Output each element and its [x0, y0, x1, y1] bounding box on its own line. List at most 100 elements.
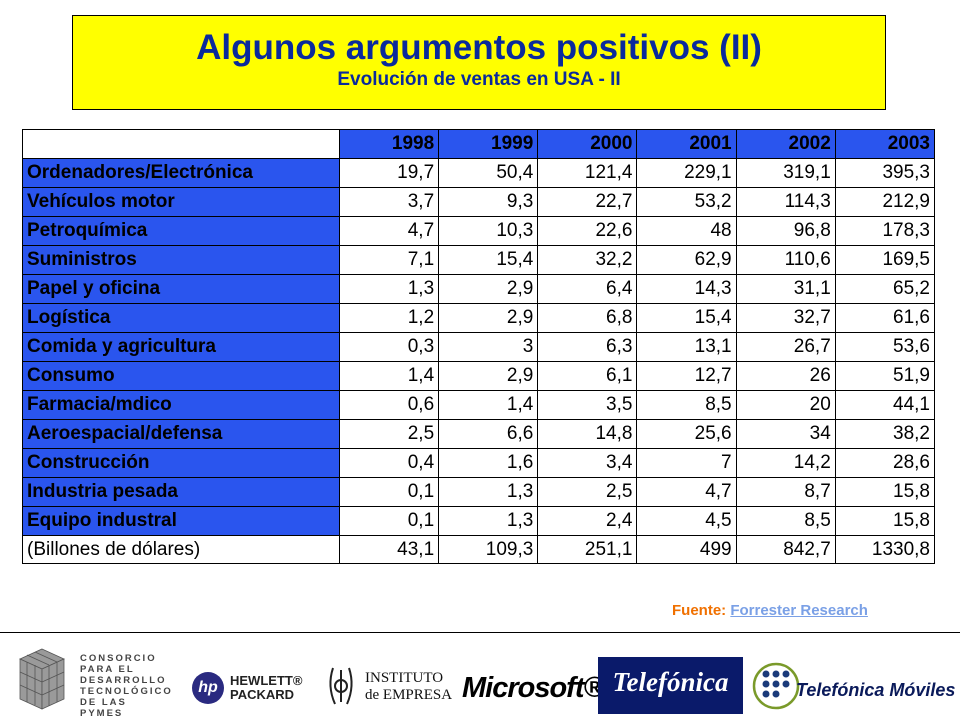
value-cell: 319,1 [735, 158, 836, 188]
value-cell: 114,3 [735, 187, 836, 217]
value-cell: 6,8 [537, 303, 638, 333]
row-label: Comida y agricultura [22, 332, 340, 362]
value-cell: 2,5 [338, 419, 440, 449]
hp-mark-icon: hp [192, 672, 224, 704]
value-cell: 212,9 [834, 187, 936, 217]
value-cell: 9,3 [438, 187, 539, 217]
value-cell: 6,6 [438, 419, 539, 449]
title-box: Algunos argumentos positivos (II) Evoluc… [72, 15, 886, 110]
table-corner-cell [22, 129, 340, 159]
value-cell: 6,1 [537, 361, 638, 391]
value-cell: 169,5 [834, 245, 936, 275]
table-row: Papel y oficina 1,3 2,9 6,4 14,3 31,1 65,2 [22, 274, 936, 304]
value-cell: 62,9 [636, 245, 737, 275]
value-cell: 32,2 [537, 245, 638, 275]
total-row: (Billones de dólares) 43,1 109,3 251,1 499 84… [22, 535, 936, 564]
value-cell: 3,7 [338, 187, 440, 217]
value-cell: 8,7 [735, 477, 836, 507]
dot-grid-icon [752, 662, 800, 710]
value-cell: 3,5 [537, 390, 638, 420]
value-cell: 229,1 [636, 158, 737, 188]
value-cell: 65,2 [834, 274, 936, 304]
table-row: Aeroespacial/defensa 2,5 6,6 14,8 25,6 34 38,2 [22, 419, 936, 449]
value-cell: 2,9 [438, 274, 539, 304]
page-title: Algunos argumentos positivos (II) [196, 28, 762, 67]
value-cell: 2,9 [438, 303, 539, 333]
value-cell: 0,3 [338, 332, 440, 362]
value-cell: 26,7 [735, 332, 836, 362]
value-cell: 4,7 [338, 216, 440, 246]
value-cell: 121,4 [537, 158, 638, 188]
value-cell: 34 [735, 419, 836, 449]
value-cell: 0,4 [338, 448, 440, 478]
row-label: Suministros [22, 245, 340, 275]
value-cell: 44,1 [834, 390, 936, 420]
value-cell: 14,8 [537, 419, 638, 449]
consorcio-text: CONSORCIO PARA EL DESARROLLO TECNOLÓGICO… [80, 653, 173, 719]
value-cell: 110,6 [735, 245, 836, 275]
value-cell: 50,4 [438, 158, 539, 188]
year-header: 1998 [338, 129, 440, 159]
row-label: (Billones de dólares) [22, 535, 340, 564]
row-label: Farmacia/mdico [22, 390, 340, 420]
source-note: Fuente: Forrester Research [672, 602, 868, 619]
laurel-crest-icon [329, 667, 353, 705]
value-cell: 15,8 [834, 506, 936, 536]
table-row: Consumo 1,4 2,9 6,1 12,7 26 51,9 [22, 361, 936, 391]
value-cell: 8,5 [735, 506, 836, 536]
telefonica-moviles-logo: Telefónica Móviles [752, 658, 957, 714]
value-cell: 53,6 [834, 332, 936, 362]
value-cell: 6,4 [537, 274, 638, 304]
value-cell: 22,6 [537, 216, 638, 246]
telefonica-text: Telefónica [612, 667, 729, 697]
year-header: 2003 [834, 129, 936, 159]
table-row: Petroquímica 4,7 10,3 22,6 48 96,8 178,3 [22, 216, 936, 246]
value-cell: 51,9 [834, 361, 936, 391]
instituto-empresa-text: INSTITUTO de EMPRESA [365, 670, 453, 703]
sales-table: 1998 1999 2000 2001 2002 2003 Ordenadore… [22, 129, 936, 564]
value-cell: 25,6 [636, 419, 737, 449]
value-cell: 1,4 [438, 390, 539, 420]
value-cell: 0,1 [338, 477, 440, 507]
table-header-row: 1998 1999 2000 2001 2002 2003 [22, 129, 936, 159]
year-header: 2000 [537, 129, 638, 159]
value-cell: 4,5 [636, 506, 737, 536]
value-cell: 53,2 [636, 187, 737, 217]
value-cell: 395,3 [834, 158, 936, 188]
value-cell: 7,1 [338, 245, 440, 275]
value-cell: 251,1 [537, 535, 638, 564]
value-cell: 1330,8 [834, 535, 936, 564]
value-cell: 14,2 [735, 448, 836, 478]
value-cell: 15,8 [834, 477, 936, 507]
hp-logo: hp HEWLETT® PACKARD [192, 672, 322, 704]
value-cell: 22,7 [537, 187, 638, 217]
row-label: Construcción [22, 448, 340, 478]
value-cell: 1,3 [438, 506, 539, 536]
row-label: Equipo industral [22, 506, 340, 536]
year-header: 2002 [735, 129, 836, 159]
value-cell: 2,4 [537, 506, 638, 536]
value-cell: 4,7 [636, 477, 737, 507]
source-link[interactable]: Forrester Research [730, 602, 868, 619]
row-label: Industria pesada [22, 477, 340, 507]
hp-text: HEWLETT® PACKARD [230, 673, 303, 702]
year-header: 2001 [636, 129, 737, 159]
table-row: Construcción 0,4 1,6 3,4 7 14,2 28,6 [22, 448, 936, 478]
footer-divider [0, 632, 960, 633]
value-cell: 0,1 [338, 506, 440, 536]
row-label: Petroquímica [22, 216, 340, 246]
value-cell: 7 [636, 448, 737, 478]
value-cell: 842,7 [735, 535, 836, 564]
page-subtitle: Evolución de ventas en USA - II [337, 69, 621, 90]
value-cell: 3,4 [537, 448, 638, 478]
value-cell: 20 [735, 390, 836, 420]
table-row: Comida y agricultura 0,3 3 6,3 13,1 26,7 53,6 [22, 332, 936, 362]
value-cell: 96,8 [735, 216, 836, 246]
value-cell: 178,3 [834, 216, 936, 246]
row-label: Ordenadores/Electrónica [22, 158, 340, 188]
value-cell: 3 [438, 332, 539, 362]
consorcio-logo: CONSORCIO PARA EL DESARROLLO TECNOLÓGICO… [10, 645, 173, 719]
value-cell: 26 [735, 361, 836, 391]
value-cell: 2,9 [438, 361, 539, 391]
value-cell: 499 [636, 535, 737, 564]
